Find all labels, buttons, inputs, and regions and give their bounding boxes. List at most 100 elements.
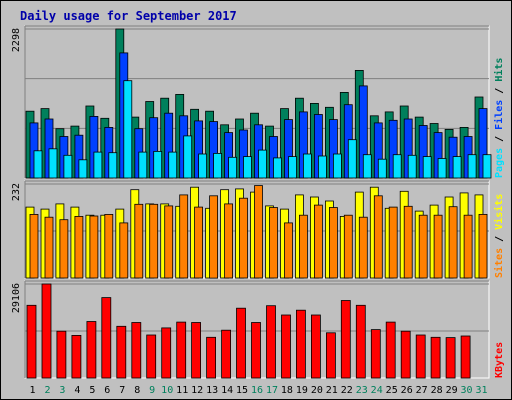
bar-kbytes-day-9 (146, 334, 157, 379)
bar-sites-day-29 (448, 206, 458, 279)
legend-entry: / (494, 130, 505, 148)
bar-pages-day-18 (288, 156, 297, 179)
bar-kbytes-day-27 (415, 334, 426, 379)
bar-pages-day-20 (317, 155, 327, 179)
bar-sites-day-7 (119, 222, 129, 279)
bar-sites-day-3 (59, 219, 69, 279)
bar-sites-day-5 (89, 215, 99, 279)
y-max-label: 2298 (11, 28, 22, 52)
x-tick-label-day-24: 24 (371, 385, 383, 396)
x-tick-label-day-4: 4 (74, 385, 80, 396)
bar-sites-day-18 (284, 222, 293, 279)
x-tick-label-day-16: 16 (251, 385, 263, 396)
bar-pages-day-8 (138, 151, 148, 179)
x-tick-label-day-30: 30 (460, 385, 472, 396)
x-tick-label-day-18: 18 (281, 385, 293, 396)
chart-title: Daily usage for September 2017 (20, 9, 237, 23)
bar-pages-day-19 (302, 153, 312, 179)
bar-kbytes-day-14 (221, 329, 232, 379)
bar-pages-day-9 (153, 150, 163, 179)
bar-pages-day-22 (347, 139, 357, 179)
bar-pages-day-14 (228, 156, 238, 179)
legend-entry: Pages (494, 148, 505, 178)
y-max-label: 232 (11, 183, 22, 201)
legend-entry: / (494, 230, 505, 248)
chart-panels: 2298 Pages / Files / Hits 232 Sites / Visit… (11, 25, 505, 379)
bar-sites-day-17 (269, 207, 278, 279)
legend-entry: KBytes (494, 342, 505, 378)
bar-pages-day-16 (258, 149, 267, 179)
bar-pages-day-30 (467, 154, 477, 179)
bar-pages-day-10 (168, 151, 178, 179)
bar-kbytes-day-11 (176, 321, 187, 379)
bar-sites-day-21 (328, 207, 338, 279)
bar-kbytes-day-24 (370, 329, 381, 379)
bar-kbytes-day-13 (206, 336, 217, 379)
bar-sites-day-19 (298, 214, 308, 279)
bar-pages-day-1 (33, 150, 43, 179)
bar-pages-day-5 (93, 151, 103, 179)
x-tick-label-day-2: 2 (44, 385, 50, 396)
x-tick-label-day-29: 29 (446, 385, 458, 396)
x-tick-label-day-22: 22 (341, 385, 353, 396)
bar-pages-day-31 (482, 154, 492, 179)
bar-sites-day-1 (29, 213, 39, 279)
bar-sites-day-20 (313, 204, 323, 279)
panel-legend: KBytes (494, 342, 505, 378)
bar-kbytes-day-23 (355, 304, 366, 379)
bar-kbytes-day-18 (281, 314, 291, 379)
bar-sites-day-11 (179, 194, 189, 279)
legend-entry: / (494, 82, 505, 100)
legend-entry: Visits (493, 194, 505, 230)
bar-kbytes-day-10 (161, 327, 172, 379)
bar-sites-day-28 (433, 214, 443, 279)
bar-kbytes-day-12 (191, 322, 202, 379)
panel-visits-sites: 232 Sites / Visits (11, 180, 505, 279)
y-max-label: 29106 (11, 283, 22, 313)
bar-sites-day-6 (104, 213, 114, 279)
bar-kbytes-day-25 (385, 321, 396, 379)
bar-pages-day-11 (183, 135, 193, 179)
bar-sites-day-26 (403, 205, 413, 279)
bar-sites-day-10 (164, 205, 174, 279)
bar-pages-day-26 (407, 154, 417, 179)
x-tick-label-day-12: 12 (191, 385, 203, 396)
panel-legend: Sites / Visits (493, 194, 505, 278)
x-tick-label-day-31: 31 (475, 385, 487, 396)
panel-kbytes: 29106 KBytes (11, 280, 505, 379)
bar-pages-day-28 (437, 158, 447, 179)
bar-sites-day-8 (134, 203, 144, 279)
bar-kbytes-day-26 (400, 330, 411, 379)
x-tick-label-day-6: 6 (104, 385, 110, 396)
bar-kbytes-day-6 (101, 297, 112, 379)
x-tick-label-day-11: 11 (176, 385, 188, 396)
bar-sites-day-14 (224, 203, 234, 279)
panel-hits-files-pages: 2298 Pages / Files / Hits (11, 25, 505, 179)
bar-sites-day-4 (74, 215, 84, 279)
bar-kbytes-day-5 (86, 321, 97, 379)
bar-sites-day-16 (254, 185, 263, 279)
bar-pages-day-2 (48, 148, 58, 179)
bar-kbytes-day-30 (460, 335, 471, 379)
bar-pages-day-24 (377, 158, 387, 179)
bar-pages-day-3 (63, 154, 73, 179)
bar-pages-day-6 (108, 152, 118, 179)
x-tick-label-day-15: 15 (236, 385, 248, 396)
x-tick-label-day-17: 17 (266, 385, 278, 396)
bar-kbytes-day-17 (266, 305, 276, 379)
bar-pages-day-21 (332, 153, 342, 179)
bar-sites-day-31 (478, 213, 488, 279)
x-tick-label-day-23: 23 (356, 385, 368, 396)
x-tick-label-day-1: 1 (29, 385, 35, 396)
x-tick-label-day-10: 10 (161, 385, 173, 396)
x-tick-label-day-7: 7 (119, 385, 125, 396)
bar-pages-day-4 (78, 159, 88, 179)
bar-kbytes-day-28 (430, 336, 441, 379)
bar-kbytes-day-7 (116, 325, 127, 379)
bar-kbytes-day-4 (71, 334, 82, 379)
x-tick-label-day-14: 14 (221, 385, 233, 396)
bar-sites-day-15 (239, 197, 248, 279)
x-tick-label-day-25: 25 (386, 385, 398, 396)
x-tick-label-day-8: 8 (134, 385, 140, 396)
